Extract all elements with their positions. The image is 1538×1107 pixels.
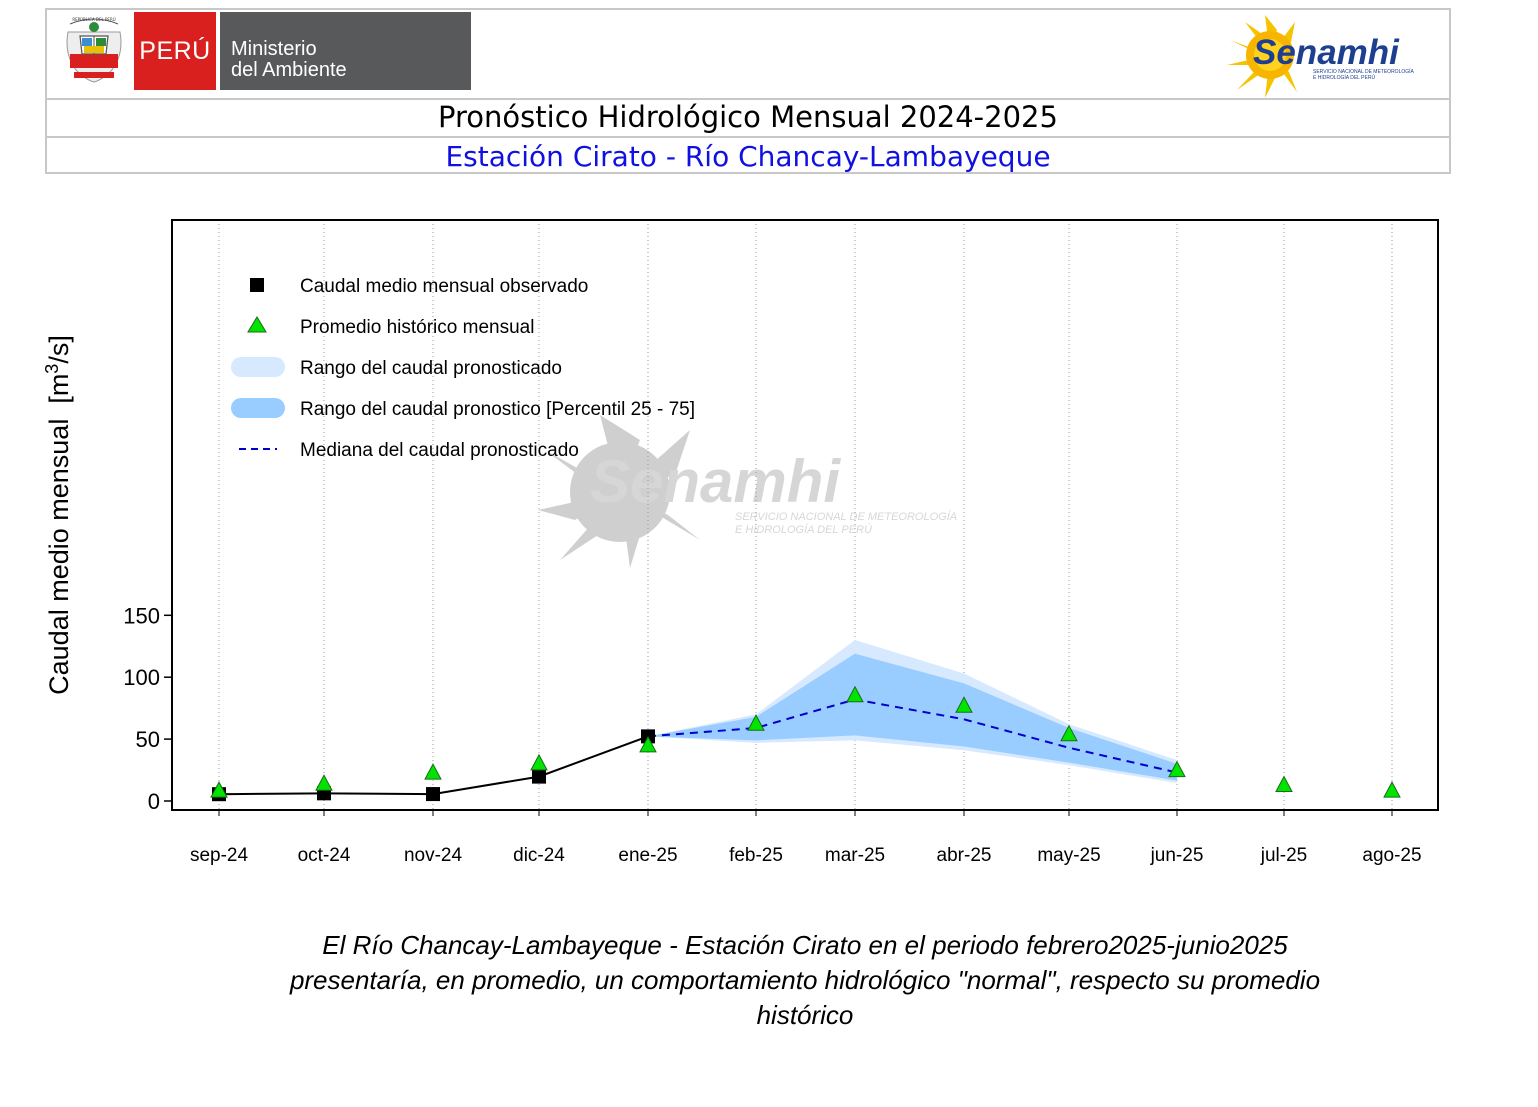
plot-border [171,219,1439,811]
historical-point [747,714,765,731]
median-series [647,698,1178,774]
watermark-sun-icon [538,415,700,568]
watermark-sub2: E HIDROLOGÍA DEL PERÚ [735,523,872,536]
x-tick-label: abr-25 [937,845,992,866]
header-divider [47,98,1449,100]
historical-point [846,685,864,703]
senamhi-logo: Senamhi SERVICIO NACIONAL DE METEOROLOGÍ… [1227,15,1415,98]
legend: Caudal medio mensual observado Promedio h… [231,276,695,461]
historical-series [210,685,1401,798]
senamhi-watermark: Senamhi SERVICIO NACIONAL DE METEOROLOGÍ… [538,415,957,568]
peru-logo: PERÚ [134,12,216,90]
senamhi-sub2: E HIDROLOGÍA DEL PERÚ [1313,74,1375,81]
y-tick-label: 150 [123,603,160,628]
observed-point [532,769,546,784]
x-tick-label: mar-25 [825,845,885,866]
x-tick-label: oct-24 [298,845,351,866]
legend-symbol [247,316,267,333]
historical-point [1383,781,1401,798]
watermark-name: Senamhi [590,448,841,515]
page-title: Pronóstico Hidrológico Mensual 2024-2025 [438,100,1058,134]
historical-point [1168,760,1186,778]
legend-label: Caudal medio mensual observado [300,276,588,297]
coat-of-arms-logo: REPÚBLICA DEL PERÚ [66,17,122,83]
x-tick-label: jul-25 [1260,845,1307,866]
forecast-bands [648,640,1177,784]
y-tick-label: 50 [136,727,160,752]
caption: El Río Chancay-Lambayeque - Estación Cir… [200,928,1410,1033]
historical-point [1275,775,1293,793]
historical-point [315,774,333,791]
historical-point [530,753,548,771]
x-tick-label: sep-24 [190,845,249,866]
legend-symbol [231,357,285,377]
ministry-line2: del Ambiente [231,59,347,81]
x-tick-label: ene-25 [618,845,677,866]
legend-label: Mediana del caudal pronosticado [300,440,579,461]
forecast-band [648,653,1177,781]
peru-label: PERÚ [139,36,211,65]
median-line [647,698,1178,774]
x-tick-label: may-25 [1037,845,1100,866]
senamhi-sub1: SERVICIO NACIONAL DE METEOROLOGÍA [1313,68,1415,75]
caption-line2: presentaría, en promedio, un comportamie… [289,965,1321,995]
page-subtitle: Estación Cirato - Río Chancay-Lambayeque [445,140,1051,173]
historical-point [639,735,657,753]
legend-symbol [250,278,264,292]
header-divider [47,136,1449,138]
legend-label: Rango del caudal pronosticado [300,358,562,379]
legend-label: Promedio histórico mensual [300,317,534,338]
historical-point [424,763,442,780]
sun-icon [1227,15,1297,98]
historical-point [955,696,973,713]
coat-text: REPÚBLICA DEL PERÚ [72,17,115,22]
y-axis-label: Caudal medio mensual [m3/s] [42,335,74,695]
observed-point [426,787,440,802]
watermark-sub1: SERVICIO NACIONAL DE METEOROLOGÍA [735,510,957,523]
x-tick-label: jun-25 [1150,845,1204,866]
x-tick-label: feb-25 [729,845,783,866]
x-tick-label: nov-24 [404,845,463,866]
y-tick-label: 0 [148,789,160,814]
legend-label: Rango del caudal pronostico [Percentil 2… [300,399,695,420]
x-tick-label: ago-25 [1362,845,1421,866]
legend-symbol [231,398,285,418]
historical-point [210,781,228,798]
y-tick-label: 100 [123,665,160,690]
hydrology-chart: Senamhi SERVICIO NACIONAL DE METEOROLOGÍ… [42,219,1439,866]
ministry-logo: Ministerio del Ambiente [220,12,471,90]
header-frame [45,8,1451,174]
ministry-line1: Ministerio [231,38,317,60]
axes: 0 50 100 150 sep-24 oct-24 nov-24 dic-24 ene-25 f… [123,219,1439,866]
caption-line1: El Río Chancay-Lambayeque - Estación Cir… [322,930,1288,960]
senamhi-label: Senamhi [1253,33,1400,72]
historical-point [1060,724,1078,742]
caption-line3: histórico [756,1000,854,1030]
x-tick-label: dic-24 [513,845,565,866]
